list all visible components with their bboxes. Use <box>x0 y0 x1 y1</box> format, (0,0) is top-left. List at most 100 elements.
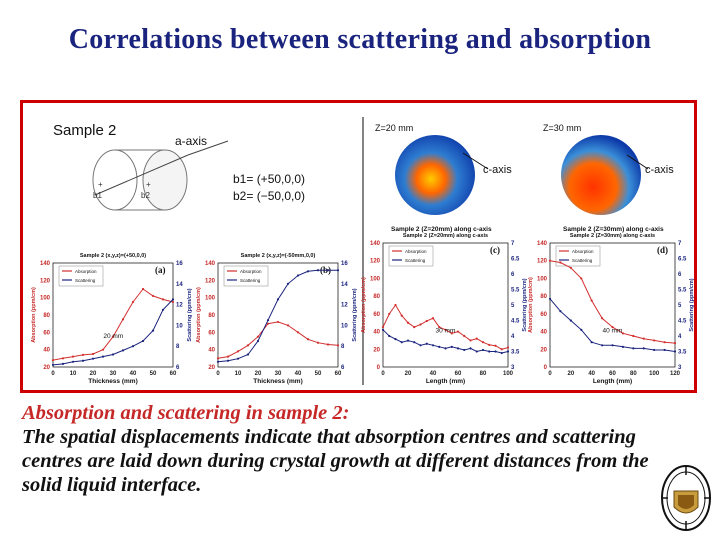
chart-4-series-2-point <box>600 344 604 347</box>
chart-2-x-tick: 40 <box>295 371 302 377</box>
chart-4-y2-tick: 6.5 <box>678 257 687 263</box>
chart-3-y2-tick: 5 <box>511 303 515 309</box>
a-axis-label: a-axis <box>175 134 207 148</box>
chart-2-series-2-point <box>236 357 240 360</box>
chart-4-y2-tick: 5.5 <box>678 288 687 294</box>
chart-2-series-2-point <box>316 269 320 272</box>
chart-2-series-2-point <box>276 298 280 301</box>
chart-2-series-2-point <box>216 360 220 363</box>
chart-3-y-tick: 20 <box>373 347 380 353</box>
chart-3-series-1-point <box>431 317 435 320</box>
chart-1-panel-label: (a) <box>155 265 166 275</box>
chart-2-series-2-point <box>226 359 230 362</box>
chart-2-x-tick: 30 <box>275 371 282 377</box>
chart-3-series-2-point <box>419 344 422 347</box>
chart-1-legend-entry: Scattering <box>75 278 96 283</box>
chart-3-series-1-point <box>413 326 416 329</box>
chart-4-series-2-point <box>580 328 583 331</box>
b1-text: b1= (+50,0,0) <box>233 172 305 186</box>
map1-image <box>395 135 475 215</box>
chart-2-series-1-point <box>216 357 220 360</box>
chart-3-series-2-point <box>494 350 497 353</box>
chart-3-series-1-point <box>394 303 397 307</box>
chart-2-series-1-point <box>226 355 230 358</box>
chart-3-title: Sample 2 (Z=20mm) along c-axis <box>403 233 488 239</box>
caption-body: The spatial displacements indicate that … <box>22 426 649 496</box>
chart-3-series-2-point <box>463 348 466 352</box>
university-crest-icon <box>661 465 711 531</box>
chart-3-series-2-point <box>481 348 485 352</box>
charts-group: Sample 2 (x,y,z)=(+50,0,0)(a)0 10 20 30 40 50… <box>31 233 694 385</box>
chart-1-x-label: Thickness (mm) <box>88 378 138 385</box>
chart-1-series-1-point <box>171 300 175 304</box>
chart-3-annotation: 30 mm <box>436 327 456 334</box>
chart-2-series-2-point <box>286 282 290 285</box>
chart-2-series-2-point <box>256 339 260 343</box>
chart-1-series-1-point <box>91 352 95 356</box>
chart-4-y2-tick: 5 <box>678 303 682 309</box>
chart-3-series-1-point <box>475 337 478 340</box>
chart-3-series-2-point <box>431 344 435 347</box>
chart-4-y2-tick: 6 <box>678 272 682 278</box>
map1-label: Z=20 mm <box>375 123 413 133</box>
chart-3-y-tick: 100 <box>370 276 381 282</box>
chart-3-y2-tick: 6 <box>511 272 515 278</box>
chart-2-x-tick: 20 <box>255 371 262 377</box>
chart-4-x-tick: 80 <box>630 371 637 377</box>
chart-4-series-2-point <box>548 297 552 300</box>
chart-3-series-2-point <box>425 342 428 345</box>
chart-4-series-1-point <box>621 332 625 335</box>
chart-3-series-2-point <box>406 339 410 342</box>
chart-1-series-1-point <box>81 353 85 356</box>
chart-3-series-1-point <box>450 332 453 335</box>
chart-1-y2-tick: 8 <box>176 344 180 350</box>
chart-1-y-label: Absorption (ppm/cm) <box>31 287 37 343</box>
chart-4-series-1-point <box>663 341 666 344</box>
chart-1-series-1-point <box>151 294 155 298</box>
chart-3-series-2-point <box>456 347 460 350</box>
chart-4-series-1-point <box>632 334 635 338</box>
chart-3-series-1-point <box>456 330 460 333</box>
map2-image <box>561 135 641 215</box>
chart-3-series-2-point <box>444 347 447 350</box>
chart-1-series-2-point <box>131 345 135 348</box>
b1-marker: b1 <box>93 191 102 200</box>
chart-3-legend-entry: Absorption <box>405 249 427 254</box>
chart-3-y2-tick: 4.5 <box>511 319 520 325</box>
chart-3-y-tick: 40 <box>373 330 380 336</box>
chart-4-y-tick: 120 <box>537 259 548 265</box>
chart-3-series-1-point <box>469 339 472 342</box>
chart-2-series-1-point <box>326 343 330 346</box>
chart-1-y-tick: 60 <box>43 330 50 336</box>
chart-1-series-1-point <box>61 357 65 360</box>
chart-2-y-tick: 40 <box>208 348 215 354</box>
chart-3-series-2-point <box>381 328 385 331</box>
figure-panel: Sample 2 + + b1 b2 a-axis b1= (+50,0,0) … <box>20 100 697 393</box>
chart-2-y-tick: 140 <box>205 261 216 267</box>
chart-3-series-1-point <box>400 314 403 317</box>
chart-2-y2-tick: 6 <box>341 365 345 371</box>
map2-c-axis: c-axis <box>645 164 674 176</box>
chart-2-series-2-point <box>266 319 270 322</box>
chart-4-x-tick: 100 <box>649 371 660 377</box>
chart-3-x-tick: 60 <box>455 371 462 377</box>
chart-3-series-1-point <box>381 326 385 329</box>
chart-4-series-1-point <box>642 337 645 340</box>
chart-4-series-2-point <box>632 347 635 350</box>
chart-3-series-2-point <box>413 341 416 344</box>
chart-4-legend-entry: Scattering <box>572 258 593 263</box>
map2-caption: Sample 2 (Z=30mm) along c-axis <box>563 226 664 233</box>
chart-1-y2-tick: 14 <box>176 282 183 288</box>
chart-3-y2-tick: 3.5 <box>511 350 520 356</box>
chart-3-y-tick: 140 <box>370 241 381 247</box>
chart-4-y2-tick: 4 <box>678 334 682 340</box>
chart-3-series-1-point <box>406 321 410 324</box>
chart-3-y-tick: 0 <box>377 365 381 371</box>
chart-4-series-1-point <box>569 266 572 269</box>
chart-1-series-2-point <box>141 339 145 343</box>
chart-3-series-1-point <box>506 346 510 349</box>
chart-1-y2-tick: 16 <box>176 261 183 267</box>
chart-4-y-tick: 0 <box>544 365 548 371</box>
chart-4-series-2-point <box>663 348 666 352</box>
chart-1-series-2-point <box>111 353 115 356</box>
